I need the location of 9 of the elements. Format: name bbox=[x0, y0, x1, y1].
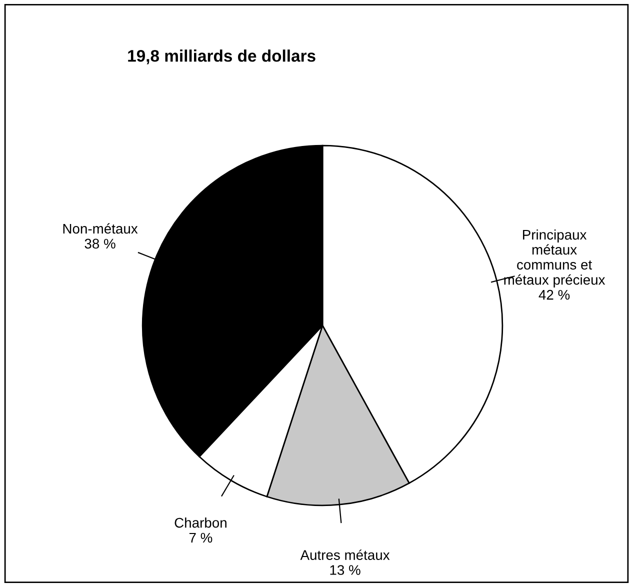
data-label: 38 % bbox=[84, 238, 116, 249]
data-label: 13 % bbox=[330, 565, 360, 575]
chart-title: 19,8 milliards de dollars bbox=[128, 50, 316, 64]
slice-label: Charbon bbox=[174, 518, 226, 528]
slice-label: Non-métaux bbox=[63, 223, 138, 234]
slice-label: Principaux métaux communs et métaux précieux bbox=[504, 229, 606, 288]
slice-label: Autres métaux bbox=[300, 550, 390, 560]
data-label: 7 % bbox=[189, 532, 212, 543]
data-label: 42 % bbox=[538, 290, 570, 300]
